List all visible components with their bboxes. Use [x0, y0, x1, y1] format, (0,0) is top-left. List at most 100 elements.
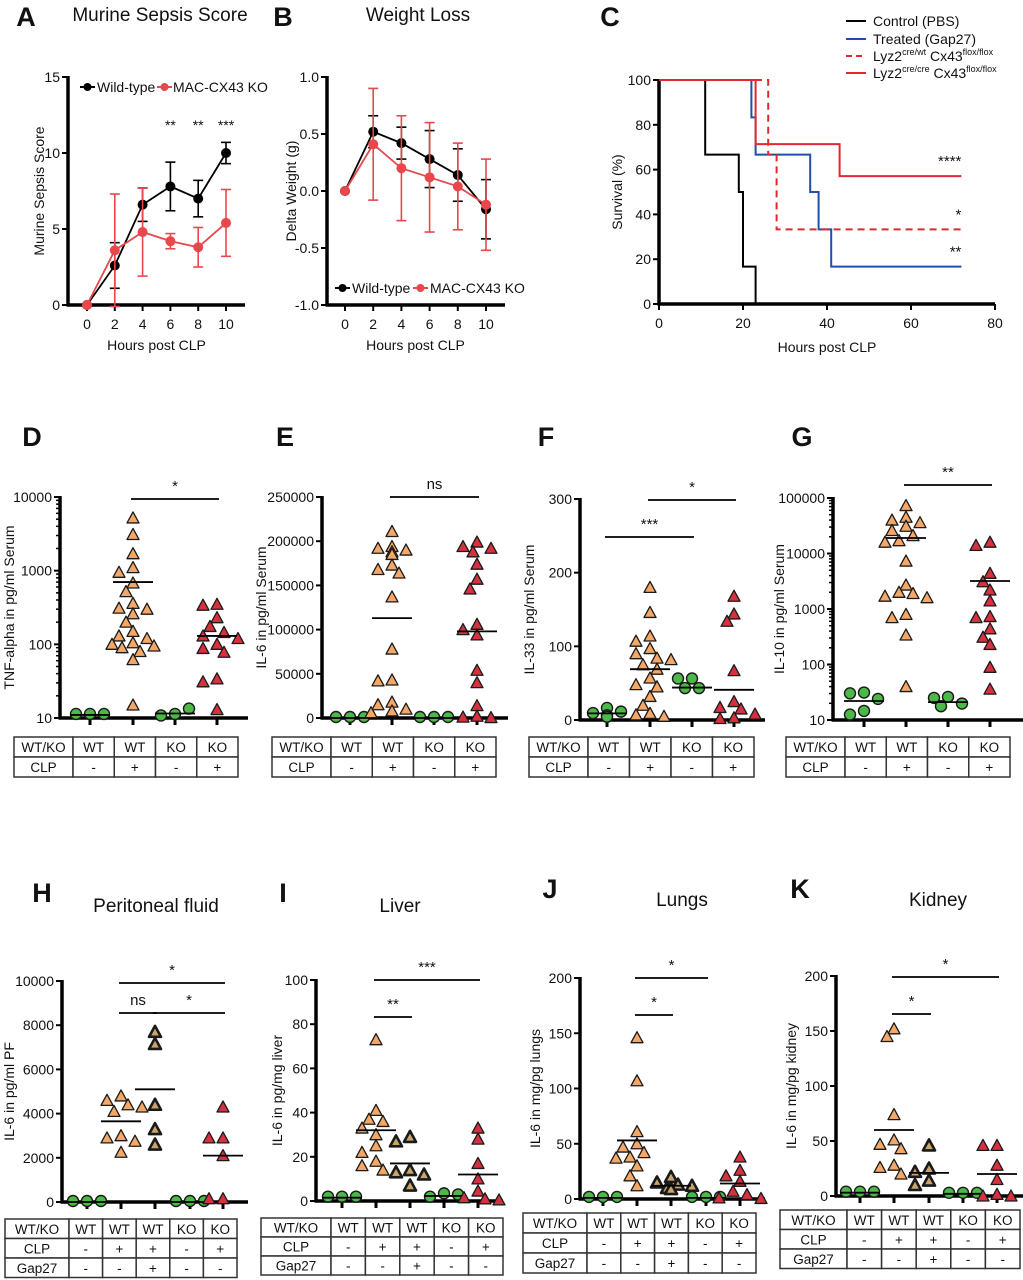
- panel-title: Peritoneal fluid: [93, 896, 219, 917]
- x-axis-label: Hours post CLP: [107, 337, 206, 353]
- data-point-triangle: [630, 1137, 644, 1150]
- data-point-triangle: [100, 1093, 114, 1106]
- y-tick-label: 0: [564, 1191, 572, 1207]
- legend-text-part: Lyz2: [873, 65, 902, 81]
- panel-letter: K: [790, 874, 810, 904]
- table-cell-value: +: [735, 1236, 743, 1251]
- table-row-label: CLP: [283, 1240, 309, 1255]
- data-point-triangle: [457, 1191, 471, 1204]
- data-point-triangle: [727, 663, 741, 677]
- table-row-label: CLP: [288, 760, 314, 775]
- data-point-triangle: [920, 591, 934, 604]
- data-point-circle: [927, 691, 941, 705]
- table-cell-value: -: [117, 1261, 122, 1276]
- data-point-triangle: [147, 1036, 163, 1051]
- table-cell-value: KO: [958, 1213, 978, 1228]
- table-cell-value: KO: [682, 740, 702, 755]
- legend-text: Control (PBS): [873, 13, 959, 29]
- legend-label: Lyz2cre/cre Cx43flox/flox: [873, 64, 997, 81]
- y-tick-label: 0: [300, 1193, 308, 1209]
- table-row-label: WT/KO: [15, 1222, 59, 1237]
- data-point-triangle: [471, 1156, 485, 1170]
- y-axis-label: Murine Sepsis Score: [31, 126, 47, 255]
- y-tick-label: 100: [549, 1081, 573, 1097]
- data-point-triangle: [733, 1150, 747, 1163]
- legend-label: Wild-type: [352, 280, 411, 296]
- y-tick-label: 50: [556, 1136, 572, 1152]
- data-point-triangle: [873, 1137, 887, 1150]
- y-tick-label: 10000: [15, 973, 54, 989]
- y-tick-label: 0.5: [300, 126, 320, 142]
- series-line: [86, 152, 227, 306]
- data-point-triangle: [719, 1169, 733, 1182]
- table-cell-value: -: [218, 1261, 223, 1276]
- table-cell-value: WT: [83, 740, 104, 755]
- data-point-triangle: [402, 1162, 418, 1177]
- x-axis-label: Hours post CLP: [778, 339, 877, 355]
- data-point-triangle: [887, 1133, 901, 1146]
- panel-g: G 10 100 1000 10000 100000 IL-10 in pg/ml Seru…: [771, 422, 1023, 778]
- y-tick-label: 150: [805, 1023, 829, 1039]
- table-cell-value: -: [607, 760, 612, 775]
- y-tick-label: 50: [812, 1133, 828, 1149]
- data-point-circle: [956, 1186, 970, 1200]
- table-cell-value: KO: [166, 740, 186, 755]
- data-point-triangle: [385, 704, 399, 717]
- data-point-triangle: [470, 663, 484, 676]
- data-point-circle: [582, 1190, 596, 1204]
- y-tick-label: 100000: [267, 622, 314, 638]
- data-point-triangle: [369, 1154, 383, 1167]
- table-cell-value: -: [703, 1256, 708, 1271]
- y-axis-label: IL-6 in mg/pg kidney: [783, 1023, 799, 1149]
- legend-label: MAC-CX43 KO: [430, 280, 525, 296]
- data-point-triangle: [630, 1031, 644, 1044]
- y-tick-label: 200: [549, 970, 573, 986]
- y-tick-label: 200: [805, 968, 829, 984]
- data-point: [368, 139, 379, 150]
- table-cell-value: -: [184, 1261, 189, 1276]
- table-cell-value: -: [449, 1240, 454, 1255]
- data-point-triangle: [663, 1181, 679, 1196]
- data-point-triangle: [885, 523, 899, 537]
- x-tick-label: 10: [478, 316, 494, 332]
- data-point-triangle: [355, 1145, 369, 1159]
- panel-k: K Kidney 0 50 100 150 200 IL-6 in mg/pg kidney *…: [779, 874, 1023, 1270]
- x-tick-label: 40: [819, 315, 835, 331]
- y-tick-label: 200: [549, 565, 573, 581]
- table-cell-value: +: [729, 760, 737, 775]
- x-tick-label: 4: [139, 316, 147, 332]
- panel-title: Liver: [379, 896, 421, 917]
- y-tick-label: 100: [805, 1078, 829, 1094]
- x-tick-label: 4: [398, 316, 406, 332]
- table-cell-value: -: [602, 1256, 607, 1271]
- significance-label: **: [950, 244, 962, 261]
- data-point-circle: [610, 1190, 624, 1204]
- table-cell-value: -: [966, 1232, 971, 1247]
- data-point-triangle: [643, 671, 657, 684]
- significance-label: **: [942, 464, 954, 481]
- legend-swatch-dot: [416, 284, 425, 292]
- data-point-triangle: [899, 554, 913, 567]
- data-point-triangle: [140, 602, 154, 615]
- data-point-triangle: [885, 513, 899, 526]
- data-point: [165, 181, 176, 192]
- significance-label: *: [651, 994, 657, 1011]
- y-axis-label: IL-6 in pg/ml PF: [1, 1042, 17, 1141]
- table-cell-value: -: [174, 760, 179, 775]
- series-line: [344, 142, 487, 206]
- y-axis-label: IL-33 in pg/ml Serum: [521, 545, 537, 675]
- data-point-triangle: [456, 539, 470, 553]
- data-point-triangle: [126, 511, 140, 524]
- legend-text-part: cre/cre: [902, 64, 930, 74]
- panel-letter: F: [538, 422, 555, 452]
- y-tick-label: 10: [44, 145, 60, 161]
- data-point-triangle: [492, 1193, 506, 1206]
- data-point-triangle: [399, 702, 413, 715]
- y-tick-label: 20: [635, 251, 651, 267]
- data-point-triangle: [478, 1192, 492, 1205]
- data-point-circle: [614, 705, 628, 718]
- table-cell-value: -: [946, 760, 951, 775]
- panel-b: B Weight Loss -1.0 -0.5 0.0 0.5 1.0 Delta Weigh…: [273, 2, 525, 353]
- data-point-triangle: [733, 1174, 747, 1187]
- data-point-triangle: [720, 614, 734, 627]
